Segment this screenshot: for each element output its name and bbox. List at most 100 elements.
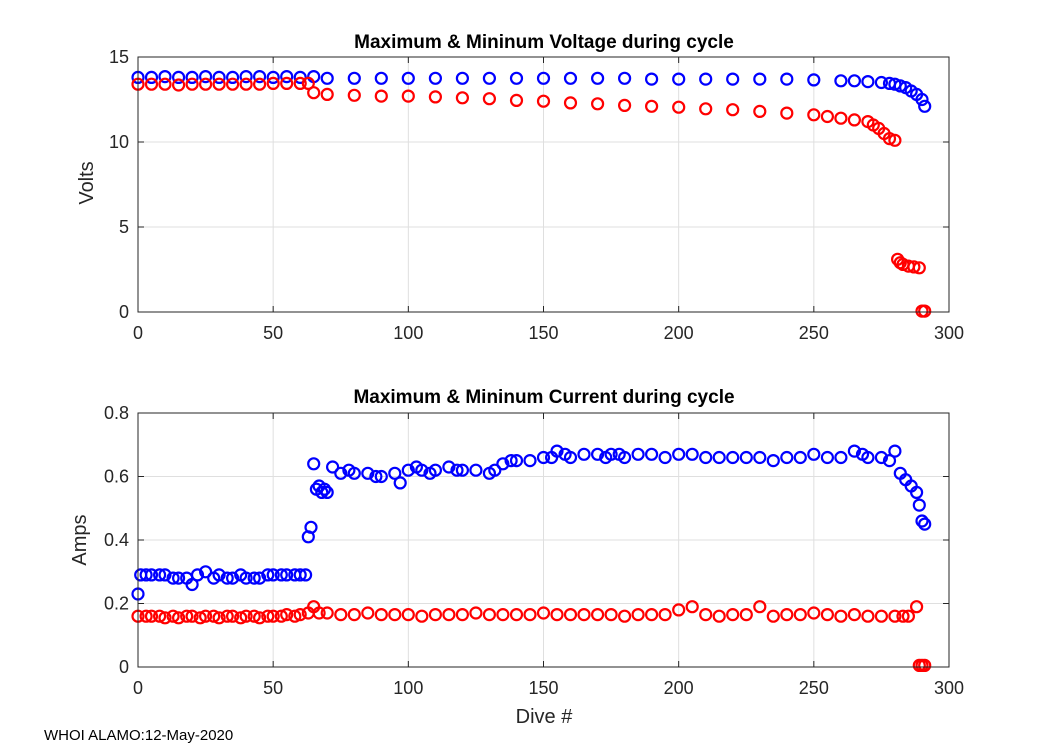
- max-data-point: [909, 485, 924, 499]
- min-data-point: [166, 609, 180, 623]
- min-data-point: [455, 607, 469, 622]
- min-data-point: [274, 609, 288, 623]
- max-data-point: [536, 71, 551, 85]
- max-data-point: [158, 568, 172, 582]
- min-data-point: [388, 607, 402, 622]
- current-x-axis-label: Dive #: [516, 706, 574, 728]
- min-data-point: [334, 607, 348, 622]
- max-data-point: [266, 568, 280, 582]
- x-tick-label: 0: [133, 323, 143, 343]
- max-data-point: [393, 476, 407, 490]
- max-data-point: [428, 71, 442, 85]
- max-data-point: [912, 498, 926, 512]
- min-data-point: [239, 609, 253, 623]
- max-data-point: [320, 485, 334, 499]
- max-data-point: [847, 74, 862, 88]
- y-tick-label: 0.2: [104, 594, 129, 614]
- max-data-point: [450, 463, 464, 477]
- min-data-point: [712, 609, 726, 623]
- max-data-point: [590, 71, 605, 85]
- max-data-point: [261, 568, 275, 582]
- min-data-point: [509, 607, 524, 622]
- max-data-point: [212, 568, 226, 582]
- max-data-point: [563, 71, 578, 85]
- max-data-point: [590, 447, 605, 461]
- max-data-point: [401, 71, 415, 85]
- max-data-point: [212, 70, 226, 85]
- min-data-point: [180, 609, 194, 623]
- max-data-point: [577, 447, 591, 461]
- max-data-point: [172, 70, 186, 85]
- min-data-point: [226, 609, 240, 623]
- max-data-point: [401, 463, 415, 477]
- max-data-point: [253, 69, 267, 84]
- max-data-point: [293, 568, 307, 582]
- max-data-point: [199, 565, 213, 579]
- max-data-point: [239, 571, 253, 585]
- max-data-point: [644, 447, 659, 461]
- min-data-point: [172, 78, 186, 92]
- max-data-point: [374, 71, 388, 85]
- min-data-point: [234, 611, 248, 625]
- max-data-point: [918, 99, 932, 113]
- max-data-point: [304, 520, 318, 534]
- min-data-point: [631, 607, 645, 622]
- max-data-point: [488, 463, 502, 477]
- min-data-point: [672, 603, 686, 617]
- max-data-point: [726, 72, 740, 86]
- y-tick-label: 10: [109, 132, 129, 152]
- min-data-point: [253, 77, 267, 91]
- x-tick-label: 200: [664, 678, 694, 698]
- max-data-point: [469, 463, 483, 477]
- current-y-axis-label: Amps: [69, 514, 91, 565]
- max-data-point: [280, 568, 294, 582]
- min-data-point: [882, 132, 897, 146]
- max-data-point: [504, 454, 518, 468]
- max-data-point: [523, 454, 537, 468]
- footer-caption: WHOI ALAMO:12-May-2020: [44, 727, 234, 744]
- max-data-point: [326, 460, 340, 474]
- min-data-point: [780, 607, 794, 622]
- voltage-chart: Maximum & Mininum Voltage during cycle V…: [76, 32, 964, 343]
- max-data-point: [509, 454, 524, 468]
- max-data-point: [915, 514, 929, 528]
- min-data-point: [753, 104, 767, 119]
- max-data-point: [455, 463, 469, 477]
- max-data-point: [274, 568, 288, 582]
- max-data-point: [280, 69, 294, 84]
- min-data-point: [807, 108, 821, 122]
- min-data-point: [428, 90, 442, 104]
- x-tick-label: 150: [528, 323, 558, 343]
- min-data-point: [909, 600, 924, 614]
- max-data-point: [315, 485, 329, 499]
- max-data-point: [753, 72, 767, 86]
- max-data-point: [369, 469, 383, 484]
- x-tick-label: 100: [393, 323, 423, 343]
- max-data-point: [874, 75, 889, 90]
- max-data-point: [861, 74, 875, 89]
- max-data-point: [685, 447, 699, 461]
- min-data-point: [847, 113, 862, 127]
- min-data-point: [144, 609, 159, 623]
- min-data-point: [266, 76, 280, 91]
- min-data-point: [793, 607, 807, 622]
- min-data-point: [896, 609, 910, 623]
- voltage-chart-title: Maximum & Mininum Voltage during cycle: [354, 32, 734, 53]
- min-data-point: [374, 607, 388, 622]
- max-data-point: [918, 517, 932, 531]
- max-data-point: [139, 568, 153, 582]
- min-data-point: [212, 77, 226, 91]
- min-data-point: [247, 609, 261, 623]
- max-data-point: [347, 466, 361, 480]
- min-data-point: [401, 89, 415, 103]
- max-data-point: [915, 92, 929, 107]
- max-data-point: [317, 482, 332, 496]
- min-data-point: [293, 607, 307, 622]
- min-data-point: [644, 99, 659, 113]
- max-data-point: [185, 70, 199, 85]
- max-data-point: [874, 450, 889, 465]
- min-data-point: [523, 607, 537, 622]
- max-data-point: [699, 72, 713, 86]
- max-data-point: [536, 450, 551, 465]
